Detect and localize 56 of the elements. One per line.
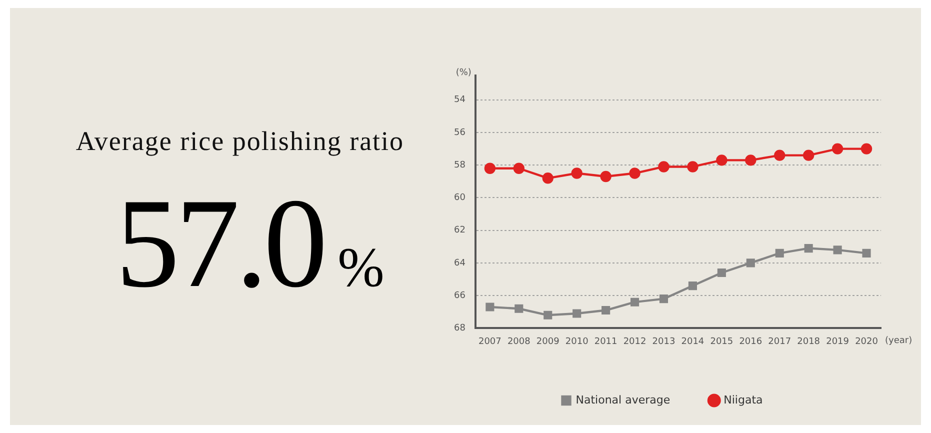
- point: [774, 150, 786, 161]
- x-tick-label: 2008: [507, 336, 531, 347]
- point: [862, 248, 871, 258]
- y-tick-label: 56: [454, 128, 466, 138]
- y-tick-label: 64: [454, 258, 466, 268]
- y-tick-label: 60: [454, 193, 466, 204]
- point: [832, 143, 844, 154]
- x-tick-label: 2011: [594, 336, 618, 347]
- y-tick-label: 58: [454, 160, 466, 170]
- point: [571, 168, 582, 179]
- point: [486, 302, 494, 312]
- point: [658, 161, 670, 172]
- point: [544, 310, 552, 320]
- y-axis-title: (%): [456, 68, 472, 78]
- point: [687, 161, 698, 172]
- point: [659, 294, 668, 304]
- y-tick-label: 68: [454, 324, 466, 334]
- point: [688, 282, 697, 290]
- y-tick-label: 54: [454, 95, 466, 106]
- point: [802, 150, 814, 161]
- x-tick-label: 2020: [855, 336, 878, 347]
- x-tick-label: 2015: [710, 336, 734, 347]
- legend-label: Niigata: [724, 393, 763, 406]
- point: [572, 309, 582, 318]
- point: [860, 143, 872, 154]
- x-tick-label: 2017: [768, 336, 792, 347]
- point: [513, 162, 525, 174]
- point: [629, 168, 640, 179]
- point: [484, 162, 496, 174]
- x-tick-label: 2014: [681, 336, 704, 347]
- x-tick-label: 2013: [652, 336, 676, 347]
- x-tick-label: 2018: [797, 336, 820, 347]
- point: [745, 154, 756, 166]
- point: [630, 298, 640, 306]
- x-tick-label: 2007: [478, 336, 502, 347]
- y-tick-label: 62: [454, 226, 466, 236]
- legend-label: National average: [576, 393, 670, 406]
- text: 57.0%: [116, 172, 384, 314]
- point: [746, 258, 755, 268]
- point: [542, 172, 554, 184]
- text: Average rice polishing ratio: [74, 126, 406, 157]
- x-tick-label: 2019: [826, 336, 850, 347]
- x-tick-label: 2016: [739, 336, 762, 347]
- x-tick-label: 2009: [536, 336, 560, 347]
- point: [833, 246, 842, 254]
- x-axis-title: (year): [885, 336, 912, 346]
- point: [775, 248, 784, 258]
- x-tick-label: 2012: [623, 336, 646, 347]
- point: [514, 304, 524, 313]
- y-tick-label: 66: [454, 290, 466, 301]
- point: [717, 268, 726, 278]
- point: [602, 306, 610, 315]
- x-tick-label: 2010: [565, 336, 589, 347]
- point: [804, 244, 813, 253]
- point: [600, 170, 612, 182]
- point: [716, 154, 728, 166]
